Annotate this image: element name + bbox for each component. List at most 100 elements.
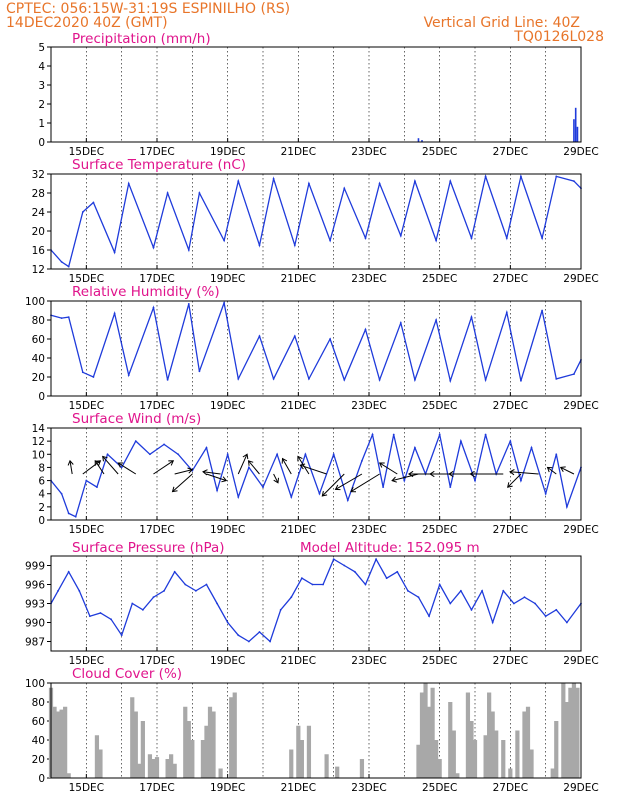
- pressure-data-point: [534, 602, 536, 605]
- x-tick-label: 27DEC: [493, 146, 528, 158]
- cloud-cover-bar: [455, 773, 460, 778]
- wind-data-point: [414, 446, 416, 449]
- y-tick-label: 20: [32, 754, 45, 766]
- pressure-data-point: [194, 589, 197, 592]
- x-tick-label: 21DEC: [281, 273, 316, 285]
- y-tick-label: 40: [32, 735, 45, 747]
- cloud-cover-bar: [568, 687, 573, 778]
- wind-data-point: [530, 446, 533, 449]
- cloud-cover-bar: [522, 711, 527, 778]
- pressure-data-point: [438, 583, 441, 586]
- temperature-data-point: [187, 249, 190, 251]
- wind-data-point: [509, 440, 512, 443]
- x-tick-label: 27DEC: [493, 400, 528, 412]
- temperature-data-point: [541, 237, 544, 240]
- header-grid-line-info: Vertical Grid Line: 40Z: [424, 15, 580, 31]
- cloud-cover-bar: [324, 754, 329, 778]
- wind-data-point: [96, 486, 98, 489]
- y-tick-label: 993: [25, 599, 45, 611]
- precipitation-plot-frame: [50, 46, 582, 143]
- wind-series-line: [50, 432, 582, 518]
- cloud-cover-bar: [426, 706, 432, 778]
- wind-vector-arrow: [102, 455, 119, 475]
- temperature-data-point: [258, 244, 261, 247]
- cloud-cover-bar: [550, 768, 555, 778]
- y-tick-label: 2: [38, 502, 45, 514]
- cloud-cover-bar: [147, 754, 153, 778]
- humidity-data-point: [414, 378, 416, 381]
- cloud-cover-bar: [204, 725, 209, 778]
- pressure-data-point: [67, 570, 70, 573]
- temperature-data-point: [343, 187, 346, 190]
- wind-vector-arrow: [321, 473, 345, 497]
- pressure-data-point: [173, 570, 176, 573]
- x-tick-label: 25DEC: [422, 655, 457, 667]
- cloud-cover-bar: [487, 692, 492, 778]
- humidity-data-point: [152, 306, 155, 309]
- pressure-data-point: [470, 608, 473, 611]
- precipitation-panel-title: Precipitation (mm/h): [72, 31, 211, 47]
- cloud-cover-bar: [165, 759, 170, 778]
- header-date-line: 14DEC2020 40Z (GMT): [6, 15, 168, 31]
- wind-vector-arrow: [546, 466, 557, 475]
- y-tick-label: 1: [38, 118, 45, 130]
- cloud-cover-bar: [211, 711, 216, 778]
- pressure-data-point: [258, 631, 261, 633]
- temperature-series-line: [50, 174, 582, 268]
- wind-vector-arrow: [202, 469, 221, 476]
- wind-vector-arrow: [273, 473, 279, 484]
- x-tick-label: 23DEC: [351, 524, 386, 536]
- humidity-data-point: [573, 373, 575, 376]
- cloud-cover-bar: [494, 730, 499, 778]
- temperature-plot-frame: [50, 173, 582, 270]
- cloud-cover-bar: [525, 706, 531, 778]
- temperature-panel: 12 16 20 24 28 32 15DEC 17DEC 19DEC 21DEC 23DEC 25D…: [32, 169, 599, 285]
- wind-data-point: [205, 446, 208, 449]
- wind-data-point: [226, 453, 229, 456]
- humidity-data-point: [399, 321, 402, 324]
- x-tick-label: 21DEC: [281, 524, 316, 536]
- x-tick-label: 17DEC: [139, 400, 174, 412]
- x-tick-label: 29DEC: [563, 655, 598, 667]
- cloud-cover-bar: [133, 711, 138, 778]
- humidity-data-point: [293, 335, 296, 338]
- wind-plot-frame: [50, 427, 582, 521]
- y-tick-label: 999: [25, 561, 45, 573]
- x-tick-label: 19DEC: [210, 655, 245, 667]
- wind-data-point: [544, 492, 547, 495]
- wind-data-point: [332, 453, 335, 456]
- pressure-data-point: [353, 570, 356, 573]
- wind-vector-arrow: [94, 460, 105, 475]
- cloud-cover-bar: [501, 740, 506, 778]
- cloud-cover-bar: [52, 706, 57, 778]
- cloud-cover-bar: [232, 692, 237, 778]
- pressure-data-point: [364, 583, 367, 586]
- wind-vector-arrow: [82, 460, 102, 475]
- cloud-cover-bar: [508, 768, 513, 778]
- cloud-cover-bar: [140, 721, 145, 778]
- y-tick-label: 32: [32, 169, 45, 181]
- pressure-data-point: [269, 640, 271, 643]
- wind-data-point: [484, 433, 487, 436]
- x-tick-label: 23DEC: [351, 782, 386, 794]
- cloud-cover-bar: [306, 725, 312, 778]
- humidity-data-point: [449, 379, 452, 382]
- wind-data-point: [120, 466, 123, 469]
- y-tick-label: 12: [32, 436, 45, 448]
- humidity-data-point: [520, 379, 522, 382]
- x-tick-label: 15DEC: [69, 655, 104, 667]
- cloud-cover-bar: [430, 687, 435, 778]
- x-tick-label: 27DEC: [493, 524, 528, 536]
- pressure-data-point: [375, 558, 377, 561]
- humidity-data-point: [223, 302, 226, 304]
- cloud-cover-bar: [137, 763, 142, 778]
- x-tick-label: 15DEC: [69, 524, 104, 536]
- humidity-data-point: [329, 338, 332, 340]
- y-tick-label: 0: [38, 137, 45, 149]
- wind-vector-arrow: [507, 473, 522, 488]
- y-tick-label: 12: [32, 264, 45, 276]
- y-tick-label: 80: [32, 697, 45, 709]
- x-tick-label: 29DEC: [563, 782, 598, 794]
- pressure-series-line: [50, 557, 582, 643]
- pressure-data-point: [141, 608, 144, 611]
